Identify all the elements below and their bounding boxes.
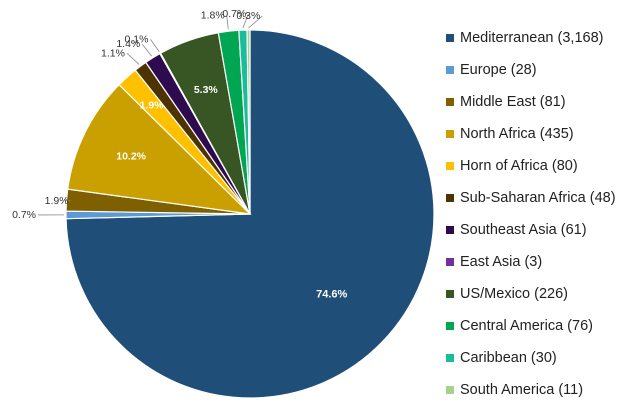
slice-leader-line [150, 39, 160, 52]
legend-swatch [446, 258, 454, 266]
legend-label: Southeast Asia (61) [460, 222, 587, 238]
legend-item: Southeast Asia (61) [446, 214, 616, 246]
slice-leader-line [141, 43, 152, 57]
legend-swatch [446, 194, 454, 202]
legend-item: US/Mexico (226) [446, 278, 616, 310]
legend-swatch [446, 130, 454, 138]
pie-slice [246, 29, 251, 215]
legend-label: East Asia (3) [460, 254, 543, 270]
legend-label: US/Mexico (226) [460, 286, 568, 302]
slice-percent-label: 1.9% [45, 195, 69, 207]
legend-label: Mediterranean (3,168) [460, 30, 604, 46]
legend-swatch [446, 98, 454, 106]
legend-item: Central America (76) [446, 310, 616, 342]
slice-percent-label: 0.7% [12, 209, 36, 221]
slice-percent-label: 1.8% [201, 9, 225, 21]
legend-swatch [446, 322, 454, 330]
legend-item: Europe (28) [446, 54, 616, 86]
slice-leader-line [226, 15, 229, 30]
legend-swatch [446, 34, 454, 42]
slice-percent-label: 0.7% [222, 8, 246, 20]
legend-label: Horn of Africa (80) [460, 158, 578, 174]
slice-percent-label: 10.2% [116, 150, 146, 162]
legend-swatch [446, 386, 454, 394]
legend-item: South America (11) [446, 374, 616, 406]
legend-item: Middle East (81) [446, 86, 616, 118]
legend-label: North Africa (435) [460, 126, 574, 142]
legend-label: Sub-Saharan Africa (48) [460, 190, 616, 206]
legend-label: Middle East (81) [460, 94, 566, 110]
slice-percent-label: 1.4% [116, 38, 140, 50]
pie-slice [67, 83, 252, 215]
slice-leader-line [64, 199, 71, 202]
legend-item: Horn of Africa (80) [446, 150, 616, 182]
slice-leader-line [242, 14, 249, 29]
legend-label: South America (11) [460, 382, 584, 398]
legend-swatch [446, 290, 454, 298]
legend-label: Central America (76) [460, 318, 593, 334]
legend-item: Caribbean (30) [446, 342, 616, 374]
slice-percent-label: 5.3% [194, 84, 219, 96]
slice-percent-label: 0.3% [236, 10, 260, 22]
slice-leader-line [248, 15, 263, 29]
slice-leader-line [126, 53, 140, 65]
legend-label: Caribbean (30) [460, 350, 557, 366]
legend-item: Sub-Saharan Africa (48) [446, 182, 616, 214]
slice-percent-label: 0.1% [124, 33, 148, 45]
legend-swatch [446, 66, 454, 74]
legend-swatch [446, 354, 454, 362]
slice-percent-label: 74.6% [316, 289, 347, 301]
legend-item: East Asia (3) [446, 246, 616, 278]
chart-legend: Mediterranean (3,168) Europe (28) Middle E… [446, 22, 616, 406]
slice-percent-label: 1.9% [140, 100, 165, 112]
legend-item: Mediterranean (3,168) [446, 22, 616, 54]
legend-label: Europe (28) [460, 62, 537, 78]
legend-swatch [446, 162, 454, 170]
legend-swatch [446, 226, 454, 234]
slice-percent-label: 1.1% [101, 47, 125, 59]
legend-item: North Africa (435) [446, 118, 616, 150]
